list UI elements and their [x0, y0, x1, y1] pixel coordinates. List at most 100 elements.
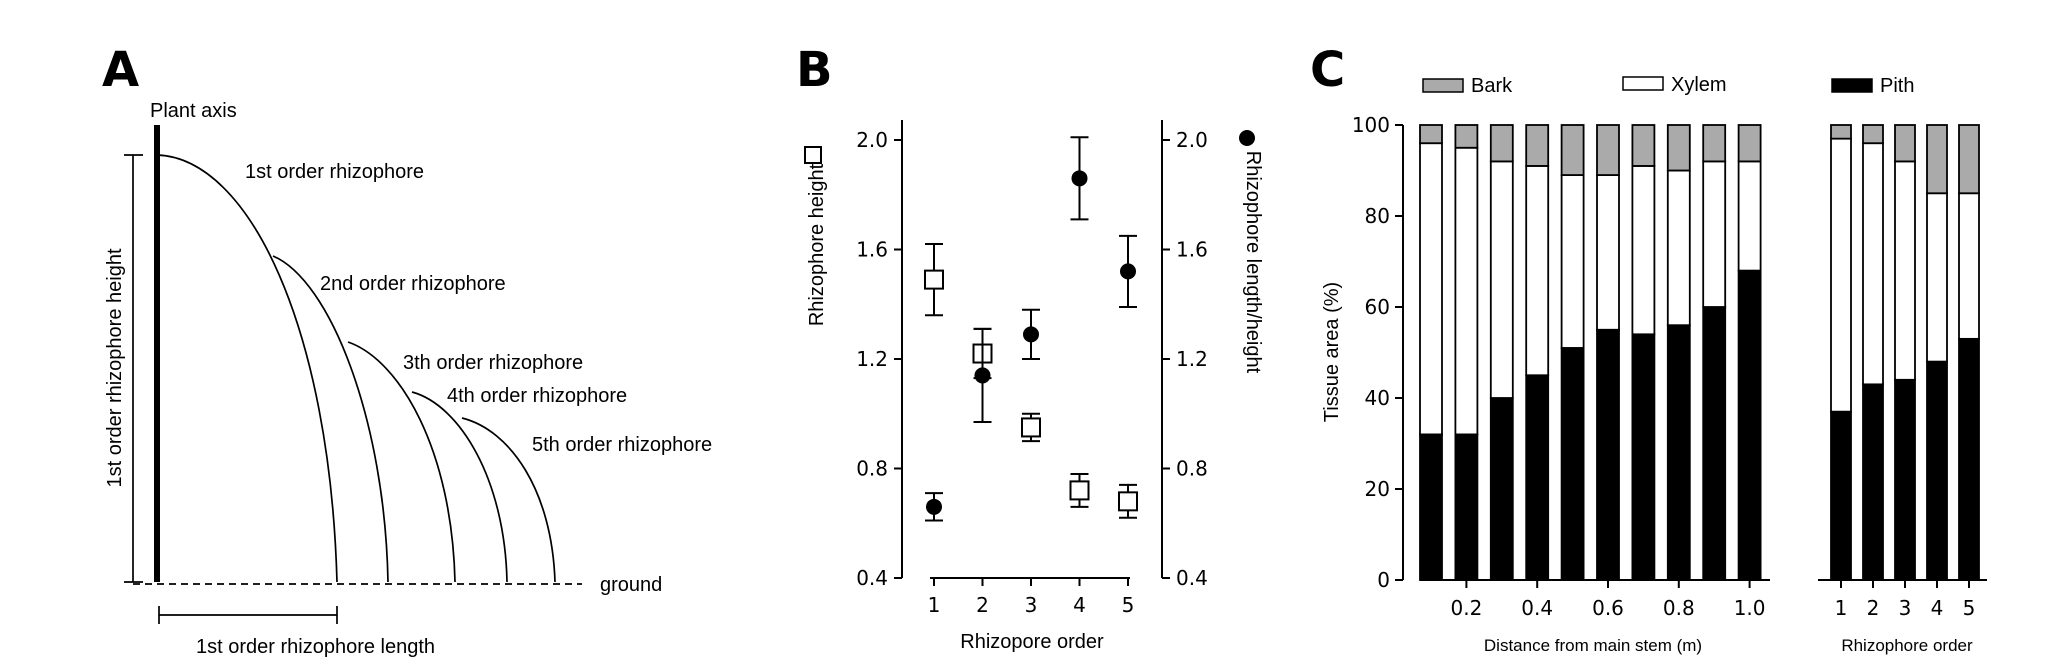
bar-segment-pith	[1958, 337, 1980, 581]
c-left-bars	[1419, 124, 1762, 581]
bar-segment-xylem	[1862, 142, 1884, 386]
rhizophore-1-arc	[156, 154, 338, 583]
b-x-tick-label: 2	[976, 593, 989, 617]
length-height-ratio-point	[974, 367, 991, 384]
height-point	[924, 269, 944, 290]
b-right-tick-label: 2.0	[1176, 128, 1208, 152]
b-x-tick-label: 4	[1073, 593, 1086, 617]
length-height-ratio-point	[1023, 326, 1039, 343]
b-left-tick-label: 1.2	[856, 347, 888, 371]
legend-pith-swatch	[1831, 78, 1873, 93]
order-1-label: 1st order rhizophore	[245, 161, 424, 183]
legend-pith-label: Pith	[1880, 75, 1914, 97]
bar-segment-bark	[1596, 124, 1620, 176]
b-right-ticks: 0.4 0.8 1.2 1.6 2.0	[1162, 128, 1208, 590]
b-left-ticks: 0.4 0.8 1.2 1.6 2.0	[856, 128, 902, 590]
b-x-ticks: 1 2 3 4 5	[928, 578, 1135, 617]
c-left-x-axis-title: Distance from main stem (m)	[1484, 636, 1702, 655]
bar-segment-xylem	[1525, 165, 1550, 377]
bar-segment-bark	[1560, 124, 1585, 176]
bar-segment-pith	[1525, 374, 1550, 581]
b-left-tick-label: 1.6	[856, 238, 888, 262]
bar-segment-xylem	[1454, 146, 1479, 436]
panel-a: A Plant axis 1st order rhizophore 2nd or…	[102, 42, 712, 658]
c-right-x-tick-label: 1	[1835, 596, 1848, 620]
bar-segment-bark	[1419, 124, 1443, 145]
bar-segment-bark	[1702, 124, 1727, 163]
filled-circle-marker-key	[1239, 130, 1255, 146]
rhizophore-2-arc	[272, 255, 389, 583]
ground-label: ground	[600, 574, 662, 596]
legend-bark-swatch	[1422, 78, 1464, 93]
bar-segment-xylem	[1419, 142, 1443, 436]
bar-segment-pith	[1926, 360, 1948, 581]
c-right-x-tick-label: 3	[1899, 596, 1912, 620]
bar-segment-bark	[1958, 124, 1980, 195]
b-x-axis-title: Rhizopore order	[960, 631, 1104, 653]
panel-a-letter: A	[102, 42, 139, 98]
c-left-x-tick-label: 0.4	[1521, 596, 1553, 620]
bar-segment-bark	[1525, 124, 1550, 167]
c-y-ticks: 0 20 40 60 80 100	[1352, 113, 1403, 592]
panel-c: C Bark Xylem Pith 0 20 40 60 80 100 0.2 0.4 0.6…	[1310, 42, 1987, 655]
bar-segment-bark	[1830, 124, 1852, 140]
bar-segment-pith	[1702, 306, 1727, 581]
b-left-axis-title: Rhizophore height	[806, 163, 828, 326]
b-x-tick-label: 1	[928, 593, 941, 617]
b-right-tick-label: 0.8	[1176, 457, 1208, 481]
bar-segment-pith	[1666, 324, 1691, 581]
height-point	[1021, 417, 1041, 438]
length-height-ratio-point	[926, 498, 942, 515]
order-2-label: 2nd order rhizophore	[320, 273, 506, 295]
bar-segment-bark	[1926, 124, 1948, 195]
b-left-tick-label: 2.0	[856, 128, 888, 152]
bar-segment-xylem	[1560, 174, 1585, 349]
bar-segment-pith	[1419, 433, 1443, 581]
c-y-tick-label: 100	[1352, 113, 1390, 137]
c-left-x-tick-label: 0.8	[1663, 596, 1695, 620]
bar-segment-xylem	[1596, 174, 1620, 331]
bar-segment-xylem	[1702, 160, 1727, 308]
c-left-x-tick-label: 1.0	[1734, 596, 1766, 620]
c-left-x-tick-label: 0.2	[1450, 596, 1482, 620]
bar-segment-bark	[1862, 124, 1884, 145]
height-point	[1069, 480, 1090, 501]
bar-segment-xylem	[1631, 165, 1656, 336]
bar-segment-bark	[1894, 124, 1916, 163]
b-x-tick-label: 5	[1122, 593, 1135, 617]
b-right-tick-label: 1.2	[1176, 347, 1208, 371]
c-right-x-tick-label: 5	[1963, 596, 1976, 620]
c-y-tick-label: 80	[1365, 204, 1390, 228]
b-data-points	[924, 136, 1138, 522]
bar-segment-pith	[1631, 333, 1656, 581]
bar-segment-pith	[1560, 347, 1585, 581]
rhizophore-4-arc	[411, 391, 508, 583]
bar-segment-bark	[1489, 124, 1514, 163]
b-left-tick-label: 0.8	[856, 457, 888, 481]
legend-bark-label: Bark	[1471, 75, 1513, 97]
bar-segment-bark	[1454, 124, 1479, 149]
b-right-tick-label: 1.6	[1176, 238, 1208, 262]
legend-xylem-swatch	[1622, 76, 1664, 91]
legend-xylem-label: Xylem	[1671, 74, 1727, 96]
order-3-label: 3th order rhizophore	[403, 352, 583, 374]
length-height-ratio-point	[1071, 170, 1088, 187]
bar-segment-xylem	[1958, 192, 1980, 340]
panel-b-letter: B	[796, 42, 833, 98]
bar-segment-pith	[1737, 269, 1762, 581]
length-height-ratio-point	[1120, 263, 1136, 280]
bar-segment-xylem	[1737, 160, 1762, 272]
height-label: 1st order rhizophore height	[104, 248, 126, 487]
bar-segment-pith	[1454, 433, 1479, 581]
rhizophore-5-arc	[461, 417, 556, 583]
height-point	[1118, 491, 1138, 512]
length-label: 1st order rhizophore length	[196, 636, 435, 658]
b-right-axis-title: Rhizophore length/height	[1242, 151, 1264, 374]
c-right-x-tick-label: 2	[1867, 596, 1880, 620]
bar-segment-pith	[1596, 328, 1620, 581]
bar-segment-xylem	[1830, 137, 1852, 413]
rhizophore-arcs	[156, 154, 556, 583]
c-y-axis-title: Tissue area (%)	[1321, 282, 1343, 422]
